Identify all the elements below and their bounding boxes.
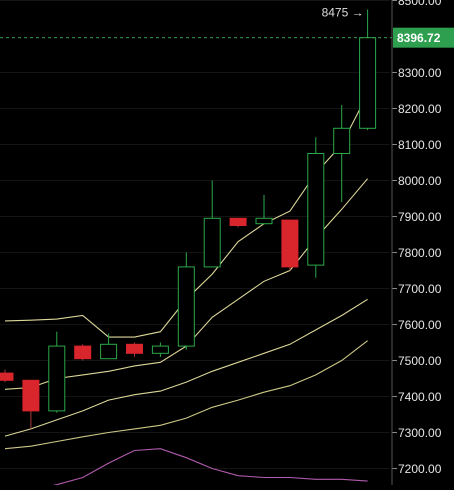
candle-body-down	[126, 343, 143, 354]
candle-body-up	[203, 217, 221, 268]
candle-body-down	[74, 345, 92, 360]
candle	[255, 194, 273, 225]
y-tick-label: 7400.00	[398, 390, 442, 404]
grid-lines	[0, 0, 390, 469]
candle	[48, 331, 66, 413]
y-tick-label: 7900.00	[398, 210, 442, 224]
y-tick-label: 7800.00	[398, 246, 442, 260]
price-axis: 8500.00 8300.00 8200.00 8100.00 8000.00 7900.…	[391, 0, 442, 485]
y-tick-label: 8000.00	[398, 174, 442, 188]
candle-body-down	[229, 217, 247, 227]
y-tick-label: 8100.00	[398, 138, 442, 152]
candle-body-up	[177, 266, 195, 347]
candle	[229, 217, 247, 228]
y-tick-label: 8500.00	[398, 0, 442, 8]
y-tick-label: 7300.00	[398, 426, 442, 440]
y-tick-label: 7600.00	[398, 318, 442, 332]
candle-body-up	[100, 343, 118, 360]
indicator-line-3	[4, 298, 368, 437]
candle	[333, 104, 351, 203]
candles	[0, 9, 377, 429]
candle-body-down	[22, 379, 40, 412]
candle	[203, 180, 221, 268]
y-tick-label: 8200.00	[398, 102, 442, 116]
candle-body-up	[359, 37, 377, 129]
candle	[359, 9, 377, 131]
candle-body-up	[333, 127, 351, 155]
candle	[0, 369, 14, 383]
indicator-line-5	[28, 448, 368, 490]
high-marker-label: 8475 →	[322, 6, 364, 20]
y-tick-label: 7500.00	[398, 354, 442, 368]
candle	[126, 342, 143, 357]
candle-body-down	[281, 219, 299, 268]
candle	[74, 344, 92, 361]
candle-body-up	[151, 345, 169, 354]
y-tick-label: 7200.00	[398, 462, 442, 476]
candle	[177, 252, 195, 350]
candle	[100, 333, 118, 360]
y-tick-label: 7700.00	[398, 282, 442, 296]
candle-body-down	[0, 372, 14, 381]
candle-body-up	[48, 345, 66, 412]
candle	[151, 342, 169, 357]
candle-body-up	[255, 217, 273, 225]
last-price-badge	[393, 27, 454, 48]
candle	[281, 219, 299, 271]
price-overlay: 8396.72 8475 →	[0, 6, 454, 48]
candle	[22, 379, 40, 429]
indicator-line-4	[4, 340, 368, 450]
y-tick-label: 8300.00	[398, 66, 442, 80]
candle-body-up	[307, 153, 325, 266]
candle	[307, 137, 325, 278]
last-price-label: 8396.72	[397, 31, 441, 45]
